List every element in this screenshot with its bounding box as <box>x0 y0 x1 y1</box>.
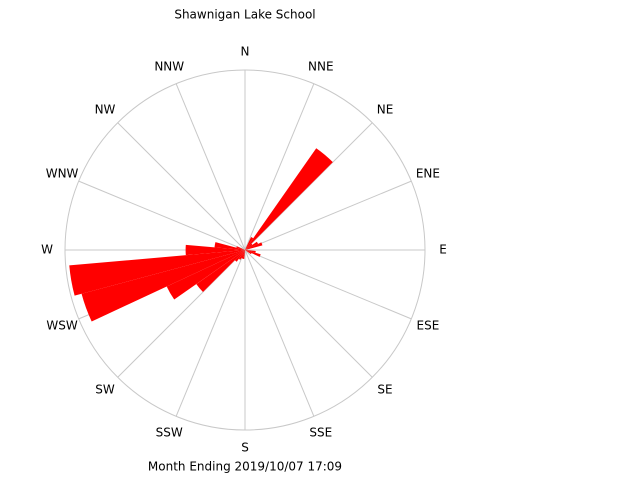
direction-label: SSE <box>309 425 332 439</box>
direction-label: WSW <box>46 318 77 332</box>
direction-label: NE <box>377 102 394 116</box>
wedge <box>241 250 245 259</box>
direction-label: WNW <box>46 167 79 181</box>
wedge <box>236 246 245 250</box>
spoke <box>244 249 315 417</box>
direction-label: N <box>241 45 250 59</box>
direction-label: SW <box>95 383 115 397</box>
wedge <box>81 250 245 322</box>
spoke <box>175 249 246 417</box>
direction-label: NNW <box>154 60 184 74</box>
direction-label: SE <box>377 383 392 397</box>
spoke <box>244 180 412 251</box>
chart-title: Shawnigan Lake School <box>174 8 315 22</box>
spoke <box>78 180 246 251</box>
wedge <box>245 243 253 250</box>
wedge <box>245 242 263 250</box>
wedge <box>234 250 245 262</box>
direction-label: E <box>439 243 447 257</box>
wedge <box>245 250 261 257</box>
wedge <box>238 250 245 260</box>
wedge <box>242 250 245 259</box>
direction-label: SSW <box>156 425 183 439</box>
spoke <box>175 83 246 251</box>
wedge <box>214 242 245 250</box>
wedge <box>245 241 259 250</box>
wedge <box>245 236 254 250</box>
wedge <box>196 250 245 293</box>
spoke <box>244 249 373 378</box>
spoke <box>117 122 246 251</box>
wedge <box>166 250 245 300</box>
direction-label: NW <box>95 102 116 116</box>
chart-caption: Month Ending 2019/10/07 17:09 <box>148 460 342 474</box>
wedge <box>69 250 245 296</box>
wedge <box>245 250 256 253</box>
spoke <box>244 249 412 320</box>
wedge <box>245 148 333 250</box>
direction-label: W <box>41 243 53 257</box>
direction-label: ENE <box>416 167 440 181</box>
wedge <box>245 250 252 255</box>
spoke <box>244 83 315 251</box>
direction-label: S <box>241 441 249 455</box>
direction-label: NNE <box>308 60 334 74</box>
direction-label: ESE <box>417 318 440 332</box>
wedge <box>185 244 245 256</box>
